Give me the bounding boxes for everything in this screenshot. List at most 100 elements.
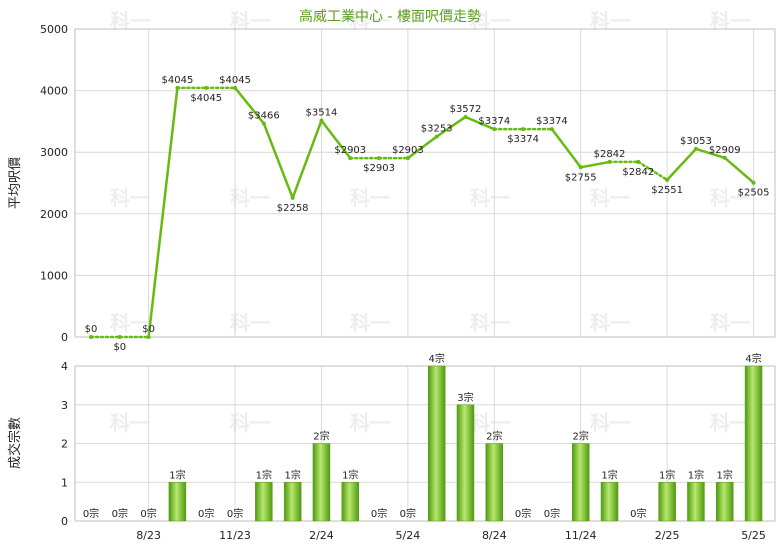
price-point bbox=[233, 85, 238, 90]
price-point-label: $3572 bbox=[450, 104, 482, 115]
volume-bar bbox=[341, 482, 360, 522]
price-y-tick-label: 4000 bbox=[40, 85, 68, 98]
volume-bar bbox=[283, 482, 302, 522]
price-line-segment bbox=[723, 156, 755, 184]
price-point bbox=[693, 146, 698, 151]
volume-bar-label: 3宗 bbox=[457, 391, 473, 404]
watermark-text: 科一 bbox=[590, 186, 630, 210]
watermark-text: 科一 bbox=[710, 311, 750, 335]
price-line-segment bbox=[464, 115, 496, 131]
price-point-label: $2903 bbox=[363, 163, 395, 174]
price-point-label: $4045 bbox=[219, 75, 251, 86]
price-point-label: $3253 bbox=[421, 124, 453, 135]
price-point-label: $2903 bbox=[334, 145, 366, 156]
price-point bbox=[405, 156, 410, 161]
watermark-text: 科一 bbox=[110, 311, 150, 335]
price-point bbox=[549, 127, 554, 132]
watermark-text: 科一 bbox=[230, 411, 270, 435]
volume-bar-label: 1宗 bbox=[342, 468, 358, 481]
volume-bar bbox=[312, 443, 331, 522]
price-point bbox=[261, 121, 266, 126]
price-line-segment bbox=[147, 86, 179, 339]
watermark-text: 科一 bbox=[350, 411, 390, 435]
price-line-panel: 0 1000 2000 3000 4000 5000 平均呎價 $0 $0 $0 $4045 $4… bbox=[8, 23, 776, 353]
price-point bbox=[665, 177, 670, 182]
watermark-text: 科一 bbox=[350, 311, 390, 335]
price-y-tick-label: 5000 bbox=[40, 23, 68, 36]
price-point bbox=[319, 118, 324, 123]
volume-y-tick-label: 0 bbox=[61, 515, 68, 528]
price-point-label: $3374 bbox=[536, 116, 568, 127]
price-point bbox=[578, 165, 583, 170]
price-y-tick-label: 1000 bbox=[40, 269, 68, 282]
volume-y-tick-label: 3 bbox=[61, 399, 68, 412]
x-tick-label: 11/23 bbox=[219, 529, 251, 542]
volume-bar-label: 0宗 bbox=[140, 507, 156, 520]
price-line-segment bbox=[291, 119, 323, 200]
watermark-text: 科一 bbox=[590, 411, 630, 435]
price-point bbox=[463, 114, 468, 119]
volume-bar-label: 0宗 bbox=[371, 507, 387, 520]
price-point-label: $2258 bbox=[277, 203, 309, 214]
volume-y-tick-label: 4 bbox=[61, 360, 68, 373]
price-point bbox=[89, 335, 93, 339]
price-point bbox=[521, 127, 526, 132]
volume-bar-label: 4宗 bbox=[428, 352, 444, 365]
watermark-text: 科一 bbox=[590, 311, 630, 335]
price-point-label: $4045 bbox=[162, 75, 194, 86]
watermark-text: 科一 bbox=[470, 311, 510, 335]
price-line-segment bbox=[233, 86, 266, 125]
watermark-text: 科一 bbox=[710, 411, 750, 435]
watermark-text: 科一 bbox=[470, 186, 510, 210]
price-y-tick-label: 2000 bbox=[40, 208, 68, 221]
volume-bar-label: 1宗 bbox=[256, 468, 272, 481]
price-point bbox=[722, 155, 727, 160]
volume-bar bbox=[600, 482, 619, 522]
volume-bar-panel: 0 1 2 3 4 成交宗數 0宗 0宗 0宗 1宗 0宗 0宗 1宗 1宗 2宗 1宗 0宗 0宗 4宗 3宗 2… bbox=[7, 352, 776, 542]
volume-y-tick-label: 1 bbox=[61, 476, 68, 489]
price-line-segment bbox=[550, 127, 582, 169]
x-tick-label: 11/24 bbox=[565, 529, 597, 542]
volume-bar bbox=[456, 404, 475, 522]
volume-bar bbox=[255, 482, 273, 522]
price-line-segment bbox=[694, 147, 726, 160]
x-tick-label: 8/24 bbox=[482, 529, 507, 542]
volume-plot-frame bbox=[74, 365, 776, 522]
price-point-label: $0 bbox=[113, 342, 126, 353]
volume-bars bbox=[168, 365, 763, 522]
volume-bar-label: 1宗 bbox=[284, 468, 300, 481]
watermark-text: 科一 bbox=[110, 411, 150, 435]
chart-title: 高威工業中心 - 樓面呎價走勢 bbox=[299, 8, 481, 25]
volume-bar-label: 2宗 bbox=[573, 430, 589, 443]
price-point-label: $3053 bbox=[680, 136, 712, 147]
watermark-text: 科一 bbox=[230, 186, 270, 210]
volume-bar-label: 0宗 bbox=[544, 507, 560, 520]
volume-bar-label: 0宗 bbox=[400, 507, 416, 520]
volume-bar-label: 1宗 bbox=[717, 468, 733, 481]
x-tick-label: 2/25 bbox=[655, 529, 680, 542]
x-tick-label: 5/25 bbox=[741, 529, 766, 542]
volume-bar-label: 0宗 bbox=[630, 507, 646, 520]
price-plot-frame bbox=[74, 28, 776, 338]
volume-bar-label: 2宗 bbox=[486, 430, 502, 443]
volume-bar bbox=[485, 443, 504, 522]
volume-bar-labels: 0宗 0宗 0宗 1宗 0宗 0宗 1宗 1宗 2宗 1宗 0宗 0宗 4宗 3宗 2宗 0宗 0宗 2宗 1宗 0宗… bbox=[83, 352, 762, 520]
price-point-label: $2551 bbox=[651, 185, 683, 196]
x-axis-ticks: 8/23 11/23 2/24 5/24 8/24 11/24 2/25 5/25 bbox=[136, 529, 766, 542]
volume-y-axis-title: 成交宗數 bbox=[7, 417, 23, 469]
volume-bar-label: 0宗 bbox=[227, 507, 243, 520]
watermark-text: 科一 bbox=[470, 411, 510, 435]
volume-bar-label: 1宗 bbox=[659, 468, 675, 481]
watermark-text: 科一 bbox=[230, 311, 270, 335]
price-point bbox=[348, 156, 353, 161]
price-line-series bbox=[89, 86, 755, 339]
price-point bbox=[146, 335, 151, 339]
price-point-label: $3374 bbox=[507, 134, 539, 145]
price-point-label: $3466 bbox=[248, 110, 280, 121]
price-point bbox=[751, 180, 756, 185]
volume-bar bbox=[168, 482, 187, 522]
volume-bar bbox=[744, 365, 763, 522]
watermark-text: 科一 bbox=[350, 186, 390, 210]
volume-bar-label: 0宗 bbox=[515, 507, 531, 520]
